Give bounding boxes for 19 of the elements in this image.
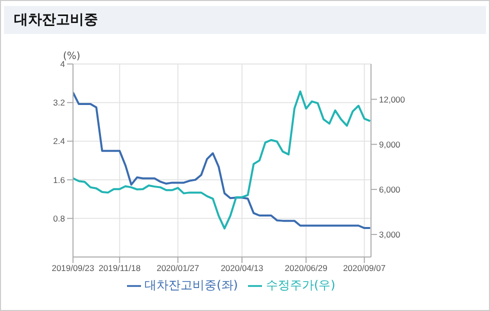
y-tick-label: 3.2 (53, 98, 66, 108)
x-tick-label: 2020/04/13 (220, 263, 264, 274)
x-tick-label: 2020/09/07 (343, 263, 386, 274)
x-tick-label: 2020/06/29 (284, 263, 328, 274)
legend-label: 수정주가(우) (266, 278, 336, 292)
x-tick-label: 2019/11/18 (98, 263, 141, 274)
y2-tick-label: 12,000 (379, 94, 406, 104)
y-axis-title: (%) (63, 51, 80, 62)
y-tick-label: 1.6 (53, 174, 66, 185)
x-tick-label: 2020/01/27 (156, 263, 200, 274)
y2-tick-label: 3,000 (379, 229, 401, 240)
y2-tick-label: 9,000 (379, 139, 401, 150)
x-tick-label: 2019/09/23 (52, 263, 95, 274)
chart-title: 대차잔고비중 (4, 6, 486, 34)
y-tick-label: 4 (60, 59, 66, 70)
y-tick-label: 0.8 (53, 213, 66, 224)
y-tick-label: 2.4 (53, 136, 66, 146)
y2-tick-label: 6,000 (379, 184, 401, 194)
legend-label: 대차잔고비중(좌) (144, 278, 238, 292)
